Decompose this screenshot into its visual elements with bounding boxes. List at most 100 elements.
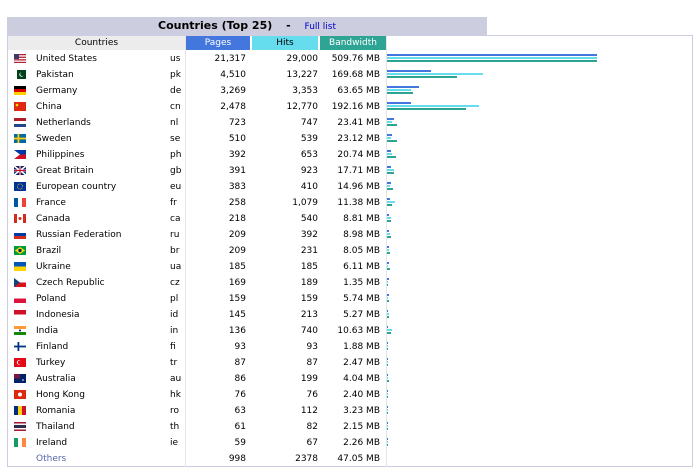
pages-bar <box>387 342 388 344</box>
hits-bar <box>387 233 390 235</box>
hits-value: 2378 <box>295 454 318 464</box>
pages-bar <box>387 310 389 312</box>
bandwidth-bar <box>387 332 392 334</box>
bar-group <box>387 372 687 386</box>
country-code: th <box>170 422 180 432</box>
pages-bar <box>387 406 388 408</box>
hits-value: 213 <box>300 310 318 320</box>
pages-value: 391 <box>228 166 246 176</box>
bandwidth-value: 5.74 MB <box>343 294 380 304</box>
country-code: cn <box>170 102 181 112</box>
pages-bar <box>387 294 389 296</box>
table-row: Thailand th 61 82 2.15 MB <box>8 419 692 435</box>
bandwidth-bar <box>387 156 396 158</box>
hits-value: 67 <box>306 438 318 448</box>
bandwidth-bar <box>387 444 388 446</box>
bar-group <box>387 404 687 418</box>
pages-value: 76 <box>234 390 246 400</box>
bandwidth-value: 1.88 MB <box>343 342 380 352</box>
country-name: Netherlands <box>36 118 91 128</box>
pages-value: 169 <box>228 278 246 288</box>
hits-bar <box>387 377 389 379</box>
hits-value: 93 <box>306 342 318 352</box>
country-name: India <box>36 326 59 336</box>
header-bandwidth: Bandwidth <box>320 36 386 50</box>
bar-group <box>387 324 687 338</box>
section-title-bar: Countries (Top 25) - Full list <box>7 17 487 35</box>
bar-group <box>387 84 687 98</box>
pages-bar <box>387 118 395 120</box>
hits-bar <box>387 425 388 427</box>
bandwidth-value: 8.81 MB <box>343 214 380 224</box>
bandwidth-bar <box>387 364 389 366</box>
table-row: Poland pl 159 159 5.74 MB <box>8 291 692 307</box>
hits-bar <box>387 185 390 187</box>
country-name: Thailand <box>36 422 75 432</box>
country-name: Canada <box>36 214 71 224</box>
country-name: Turkey <box>36 358 66 368</box>
hits-value: 923 <box>300 166 318 176</box>
table-row: Germany de 3,269 3,353 63.65 MB <box>8 83 692 99</box>
country-code: fr <box>170 198 177 208</box>
pages-value: 185 <box>228 262 246 272</box>
table-row: Romania ro 63 112 3.23 MB <box>8 403 692 419</box>
pages-bar <box>387 374 388 376</box>
pages-value: 3,269 <box>220 86 246 96</box>
pages-value: 2,478 <box>220 102 246 112</box>
country-code: au <box>170 374 182 384</box>
bar-group <box>387 292 687 306</box>
hits-bar <box>387 361 388 363</box>
bandwidth-bar <box>387 172 395 174</box>
table-row: China cn 2,478 12,770 192.16 MB <box>8 99 692 115</box>
bandwidth-bar <box>387 188 394 190</box>
country-name: Brazil <box>36 246 62 256</box>
pages-value: 59 <box>234 438 246 448</box>
bar-group <box>387 260 687 274</box>
pages-bar <box>387 166 391 168</box>
bandwidth-bar <box>387 316 390 318</box>
bandwidth-value: 14.96 MB <box>337 182 380 192</box>
bandwidth-value: 6.11 MB <box>343 262 380 272</box>
hits-bar <box>387 441 388 443</box>
pages-value: 87 <box>234 358 246 368</box>
table-row: Hong Kong hk 76 76 2.40 MB <box>8 387 692 403</box>
bandwidth-bar <box>387 412 389 414</box>
pages-bar <box>387 54 597 56</box>
hits-value: 653 <box>300 150 318 160</box>
country-code: ua <box>170 262 182 272</box>
country-code: nl <box>170 118 179 128</box>
bandwidth-bar <box>387 268 390 270</box>
hits-bar <box>387 265 389 267</box>
pages-value: 258 <box>228 198 246 208</box>
bandwidth-bar <box>387 204 392 206</box>
country-name: Hong Kong <box>36 390 85 400</box>
table-row: India in 136 740 10.63 MB <box>8 323 692 339</box>
bar-group <box>387 68 687 82</box>
hits-value: 747 <box>300 118 318 128</box>
country-code: us <box>170 54 181 64</box>
bar-group <box>387 196 687 210</box>
bar-group <box>387 52 687 66</box>
bandwidth-value: 169.68 MB <box>331 70 380 80</box>
hits-value: 410 <box>300 182 318 192</box>
country-code: tr <box>170 358 178 368</box>
country-code: id <box>170 310 179 320</box>
bandwidth-bar <box>387 428 388 430</box>
country-name: Poland <box>36 294 67 304</box>
bar-group <box>387 436 687 450</box>
hits-bar <box>387 153 392 155</box>
pages-bar <box>387 422 388 424</box>
country-name: China <box>36 102 62 112</box>
bar-group <box>387 180 687 194</box>
table-row: United States us 21,317 29,000 509.76 MB <box>8 51 692 67</box>
country-code: se <box>170 134 181 144</box>
table-row: Pakistan pk 4,510 13,227 169.68 MB <box>8 67 692 83</box>
hits-bar <box>387 105 480 107</box>
pages-bar <box>387 134 393 136</box>
full-list-link[interactable]: Full list <box>304 22 336 32</box>
pages-bar <box>387 198 390 200</box>
header-hits: Hits <box>252 36 318 50</box>
table-row: France fr 258 1,079 11.38 MB <box>8 195 692 211</box>
country-code: ph <box>170 150 182 160</box>
pages-bar <box>387 86 420 88</box>
